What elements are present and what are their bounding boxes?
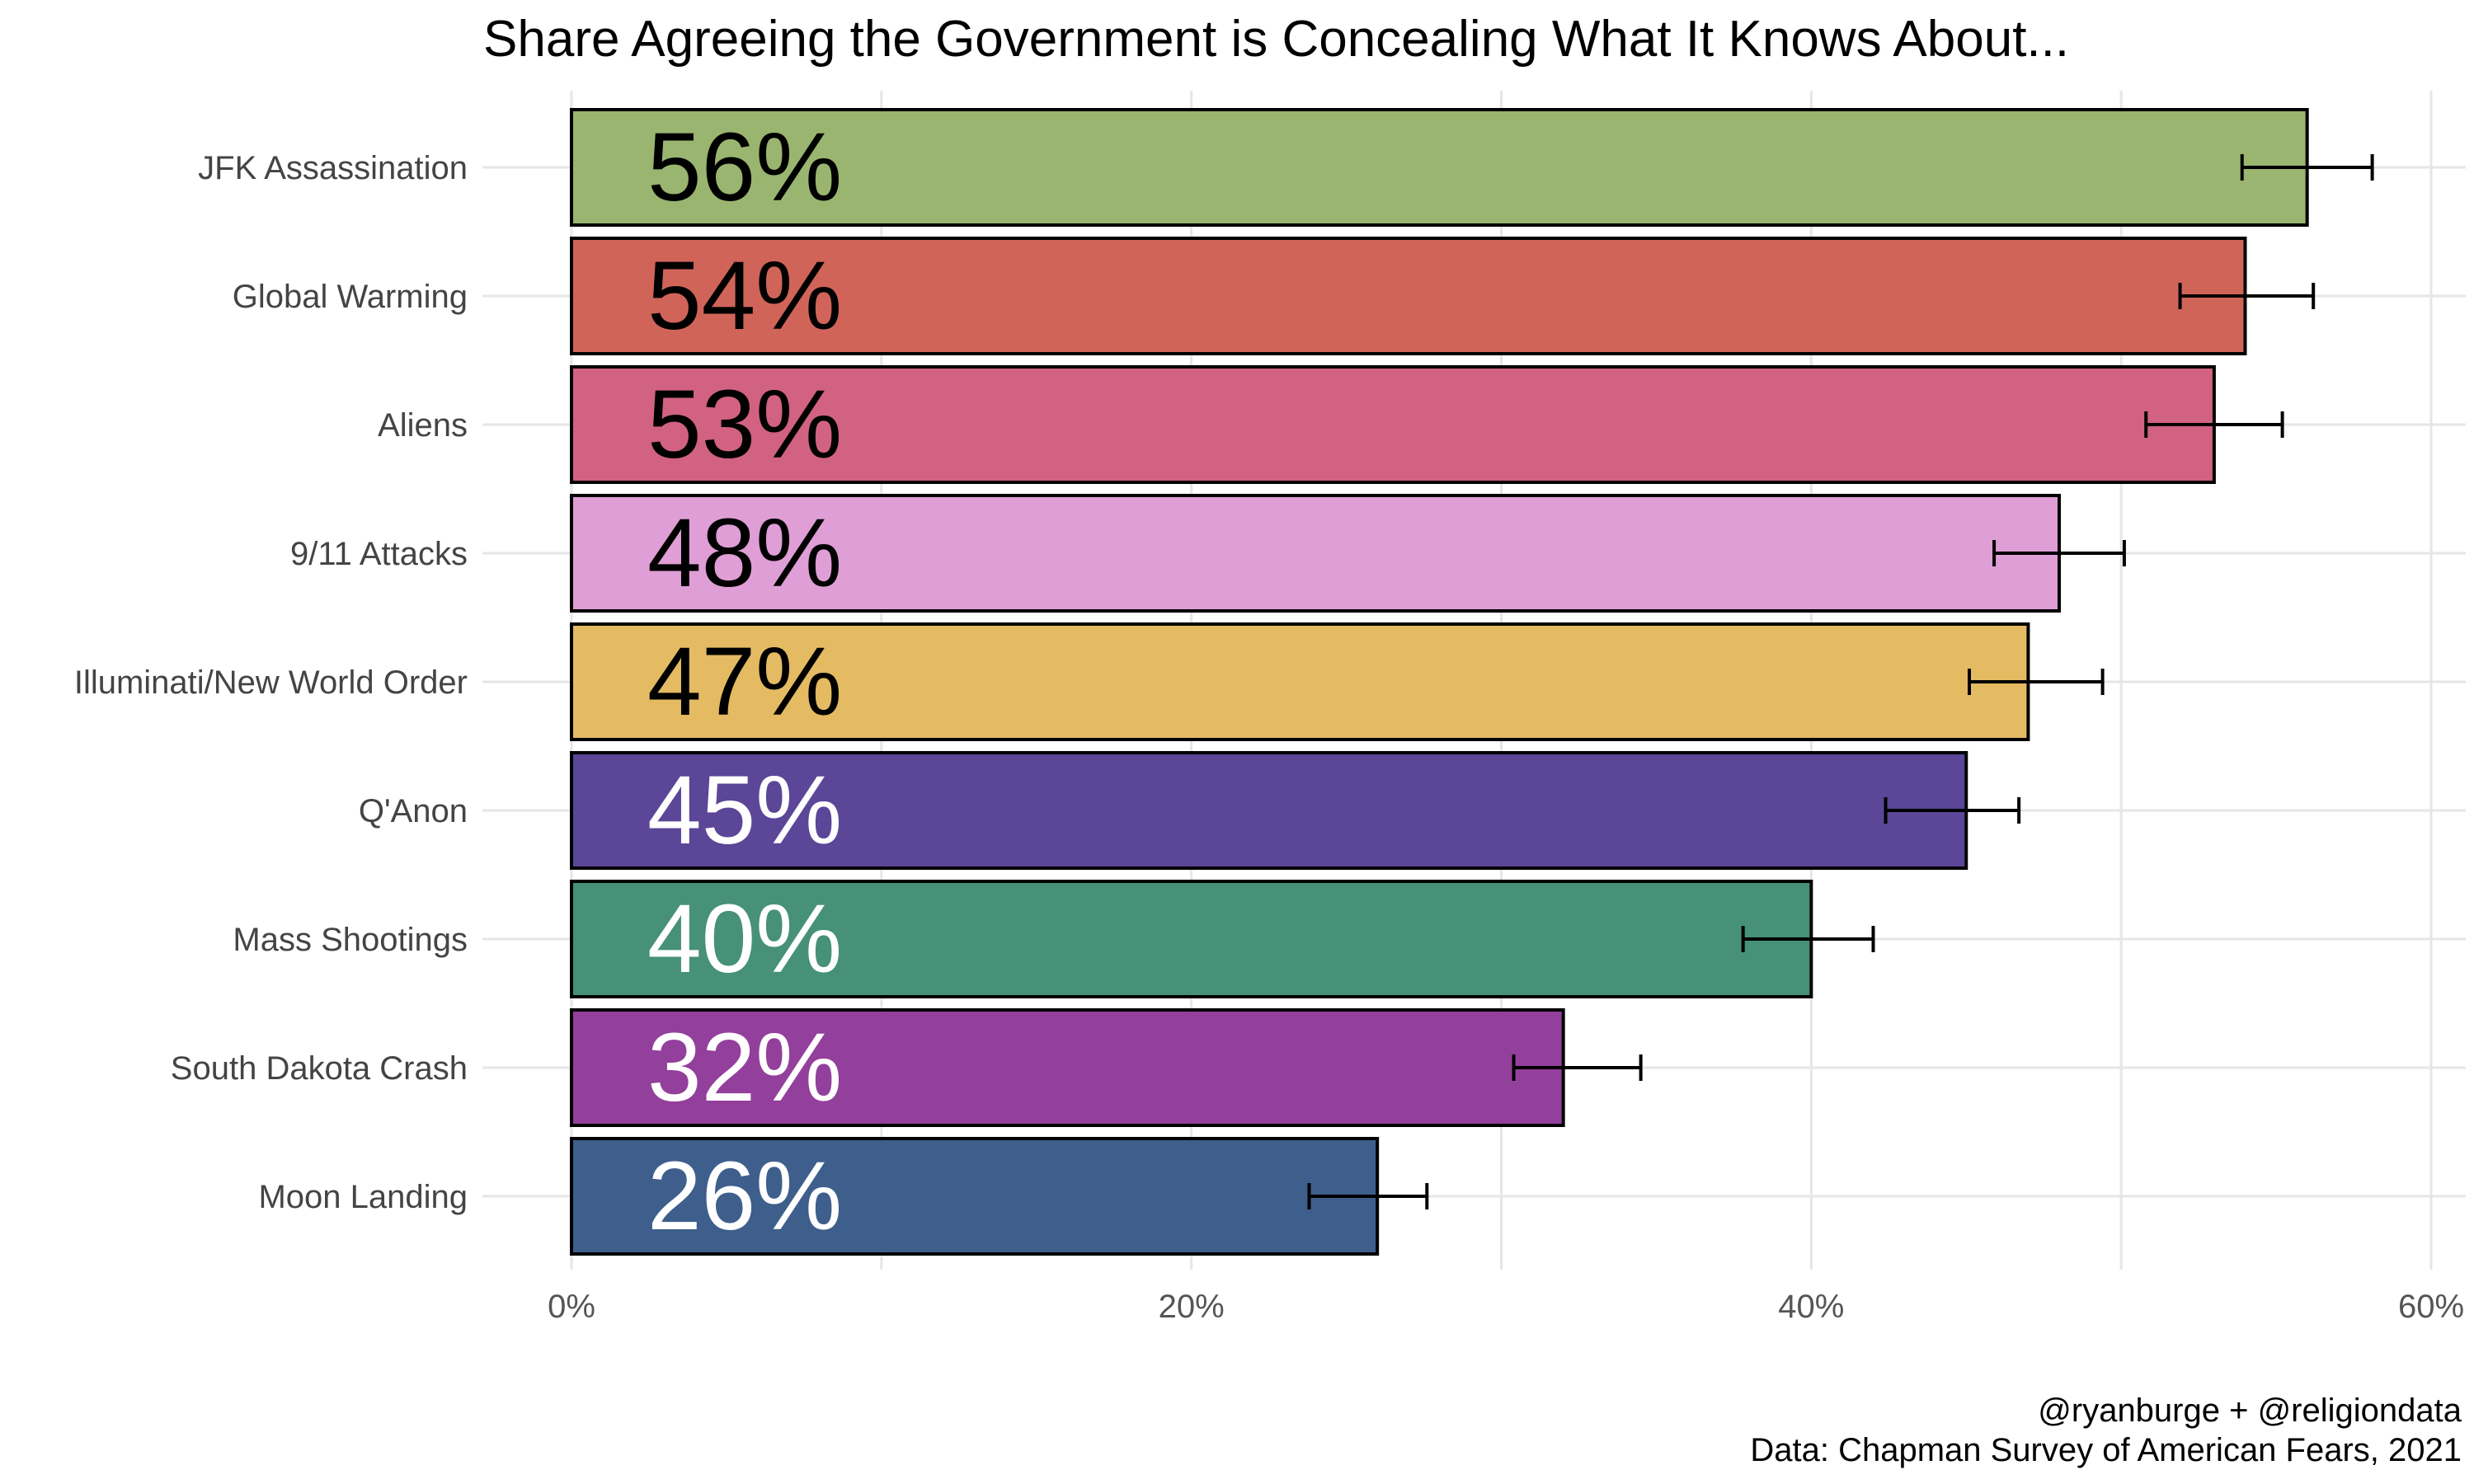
category-label: JFK Assassination — [198, 150, 468, 186]
data-label: 54% — [647, 242, 842, 350]
bars — [570, 108, 2309, 1256]
x-tick-label: 20% — [1159, 1289, 1225, 1325]
bar — [570, 365, 2216, 484]
category-label: 9/11 Attacks — [290, 536, 468, 572]
bar — [570, 494, 2061, 613]
bar — [570, 751, 1968, 870]
bar — [570, 622, 2030, 741]
data-labels: 56% 54% 53% 48% 47% 45% 40% 32% 26% — [647, 113, 842, 1251]
bar — [570, 1137, 1380, 1256]
x-tick-label: 0% — [548, 1289, 595, 1325]
category-label: Mass Shootings — [233, 922, 468, 958]
caption-source: Data: Chapman Survey of American Fears, … — [1750, 1432, 2462, 1468]
bar — [570, 108, 2309, 227]
error-bars — [1307, 154, 2374, 1209]
data-label: 26% — [647, 1142, 842, 1251]
data-label: 45% — [647, 756, 842, 865]
x-tick-label: 40% — [1778, 1289, 1844, 1325]
x-axis-labels: 0% 20% 40% 60% — [548, 1289, 2464, 1325]
data-label: 56% — [647, 113, 842, 222]
category-label: Q'Anon — [359, 793, 468, 829]
data-label: 32% — [647, 1013, 842, 1122]
category-label: Illuminati/New World Order — [74, 665, 468, 701]
category-label: South Dakota Crash — [171, 1050, 468, 1087]
bar — [570, 237, 2247, 355]
bar — [570, 1008, 1565, 1127]
data-label: 40% — [647, 885, 842, 993]
chart-title: Share Agreeing the Government is Conceal… — [483, 11, 2069, 68]
bar — [570, 880, 1813, 998]
category-label: Moon Landing — [258, 1179, 468, 1215]
data-label: 47% — [647, 627, 842, 736]
caption-credit: @ryanburge + @religiondata — [2038, 1392, 2462, 1429]
y-axis-labels: JFK Assassination Global Warming Aliens 9/1… — [74, 150, 468, 1215]
x-tick-label: 60% — [2398, 1289, 2464, 1325]
category-label: Global Warming — [233, 279, 468, 315]
data-label: 48% — [647, 499, 842, 608]
data-label: 53% — [647, 370, 842, 479]
category-label: Aliens — [378, 407, 468, 444]
